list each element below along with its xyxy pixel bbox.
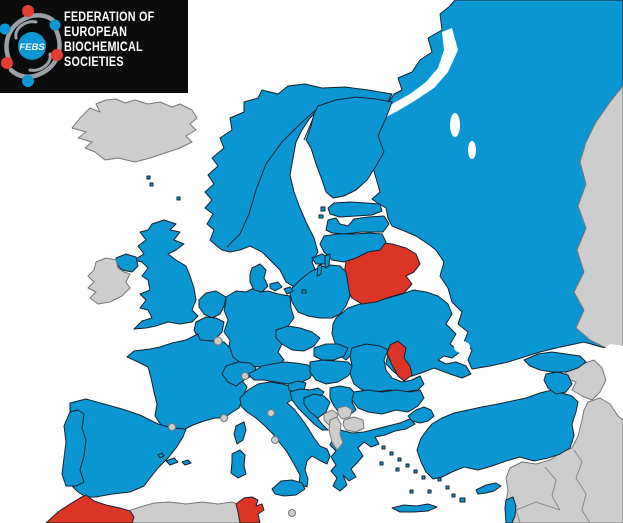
country-hungary: [309, 359, 355, 385]
balearic-islands: [157, 452, 192, 466]
middle-east-borders: [515, 449, 591, 523]
island-crete: [391, 503, 438, 513]
country-azerbaijan: [565, 359, 607, 401]
logo-dot-red: [1, 57, 13, 69]
microstate-vatican: [271, 436, 279, 444]
logo-dot-red: [51, 49, 63, 61]
febs-logo-mark: FEBS: [0, 5, 63, 87]
country-tunisia: [235, 496, 265, 523]
logo-line-2: EUROPEAN: [64, 24, 128, 39]
febs-logo-panel: FEBS FEDERATION OF EUROPEAN BIOCHEMICAL …: [0, 0, 188, 93]
logo-dot-blue: [49, 19, 61, 31]
logo-swirl-arc: [8, 27, 62, 80]
country-israel: [504, 496, 517, 523]
island-sardinia: [230, 449, 247, 479]
logo-line-1: FEDERATION OF: [64, 9, 155, 24]
country-lithuania: [319, 232, 387, 263]
microstate-monaco: [220, 414, 228, 422]
island-sicily: [271, 479, 306, 497]
sea-of-azov: [454, 341, 470, 353]
microstate-malta: [288, 509, 296, 517]
region-middle-east: [505, 397, 623, 523]
microstate-luxembourg: [213, 336, 223, 346]
country-ireland: [87, 257, 131, 305]
logo-swirl-arc: [28, 52, 52, 72]
logo-abbr-text: FEBS: [19, 42, 45, 53]
lake-ladoga: [450, 113, 460, 137]
lake-onega: [468, 141, 476, 159]
country-united-kingdom: [133, 219, 199, 330]
region-kosovo: [337, 405, 353, 420]
caspian-sea: [596, 344, 623, 430]
logo-line-4: SOCIETIES: [64, 54, 124, 69]
country-algeria: [127, 501, 243, 523]
logo-swirl-arc: [14, 20, 38, 40]
country-bulgaria: [351, 389, 425, 415]
country-finland: [305, 96, 393, 199]
country-greece: [329, 418, 416, 492]
country-estonia: [327, 201, 383, 218]
logo-dot-blue: [0, 23, 11, 35]
country-bosnia: [303, 393, 331, 419]
country-cyprus: [475, 482, 502, 495]
country-portugal: [61, 409, 87, 487]
denmark-islands: [269, 281, 307, 295]
country-north-macedonia: [342, 416, 365, 433]
country-latvia: [325, 215, 390, 235]
country-denmark: [249, 263, 269, 293]
island-corsica: [233, 421, 247, 445]
microstate-andorra: [168, 423, 176, 431]
country-georgia: [523, 351, 587, 373]
country-netherlands: [198, 290, 227, 319]
country-armenia: [543, 371, 573, 395]
country-czechia: [275, 325, 321, 352]
logo-line-3: BIOCHEMICAL: [64, 39, 143, 54]
country-kazakhstan: [573, 85, 623, 353]
country-turkey: [416, 389, 579, 480]
microstate-liechtenstein: [241, 372, 249, 380]
estonia-islands: [318, 206, 326, 219]
country-russia: [369, 0, 623, 370]
country-albania: [328, 416, 344, 451]
island-gotland: [316, 253, 331, 277]
country-morocco: [45, 494, 135, 523]
logo-center-circle: [18, 32, 46, 60]
country-slovakia: [313, 343, 349, 361]
country-iceland: [71, 98, 198, 163]
logo-dot-red: [22, 5, 34, 17]
country-moldova: [386, 340, 413, 382]
microstate-san-marino: [267, 409, 275, 417]
region-turkey-thrace: [407, 406, 435, 424]
logo-wordmark: FEDERATION OF EUROPEAN BIOCHEMICAL SOCIE…: [64, 9, 177, 69]
border-norway-sweden: [226, 107, 319, 248]
faroe-shetland-islands: [146, 175, 181, 201]
logo-swirl-arc: [4, 12, 58, 65]
logo-dot-blue: [22, 75, 34, 87]
